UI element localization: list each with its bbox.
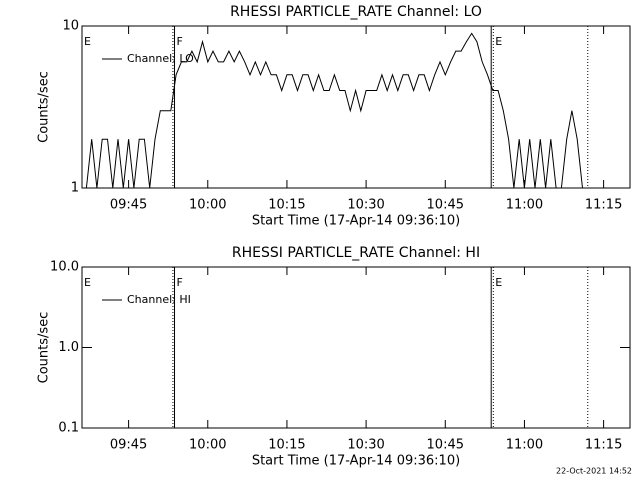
x-tick-label: 10:15: [268, 198, 305, 213]
marker-label: F: [177, 35, 183, 48]
plot-frame: [81, 25, 631, 189]
x-tick-label: 10:00: [189, 198, 226, 213]
marker-label: F: [177, 276, 183, 289]
x-axis-label: Start Time (17-Apr-14 09:36:10): [252, 214, 460, 229]
y-tick-label: 1.0: [58, 340, 79, 355]
x-tick-label: 09:45: [110, 438, 147, 453]
y-tick-label: 10.0: [50, 260, 79, 275]
x-tick-label: 10:00: [189, 438, 226, 453]
chart-title: RHESSI PARTICLE_RATE Channel: HI: [232, 245, 480, 261]
chart-title: RHESSI PARTICLE_RATE Channel: LO: [230, 4, 482, 20]
y-tick-label: 10: [62, 19, 79, 34]
legend-label: Channel: LO: [127, 52, 194, 65]
x-tick-label: 10:30: [347, 198, 384, 213]
data-line: [85, 32, 583, 189]
y-tick-label: 1: [71, 181, 79, 196]
x-tick-label: 09:45: [110, 198, 147, 213]
marker-label: E: [495, 35, 502, 48]
x-tick-label: 10:30: [347, 438, 384, 453]
timestamp: 22-Oct-2021 14:52: [556, 467, 632, 476]
marker-label: E: [495, 276, 502, 289]
y-tick-label: 0.1: [58, 421, 79, 436]
x-tick-label: 11:00: [506, 438, 543, 453]
x-axis-label: Start Time (17-Apr-14 09:36:10): [252, 454, 460, 469]
y-axis-label: Counts/sec: [37, 71, 52, 143]
x-tick-label: 10:15: [268, 438, 305, 453]
x-tick-label: 10:45: [427, 438, 464, 453]
x-tick-label: 10:45: [427, 198, 464, 213]
marker-label: E: [84, 35, 91, 48]
x-tick-label: 11:00: [506, 198, 543, 213]
y-axis-label: Counts/sec: [37, 312, 52, 384]
marker-label: E: [84, 276, 91, 289]
x-tick-label: 11:15: [585, 438, 622, 453]
x-tick-label: 11:15: [585, 198, 622, 213]
legend-label: Channel: HI: [127, 293, 191, 306]
